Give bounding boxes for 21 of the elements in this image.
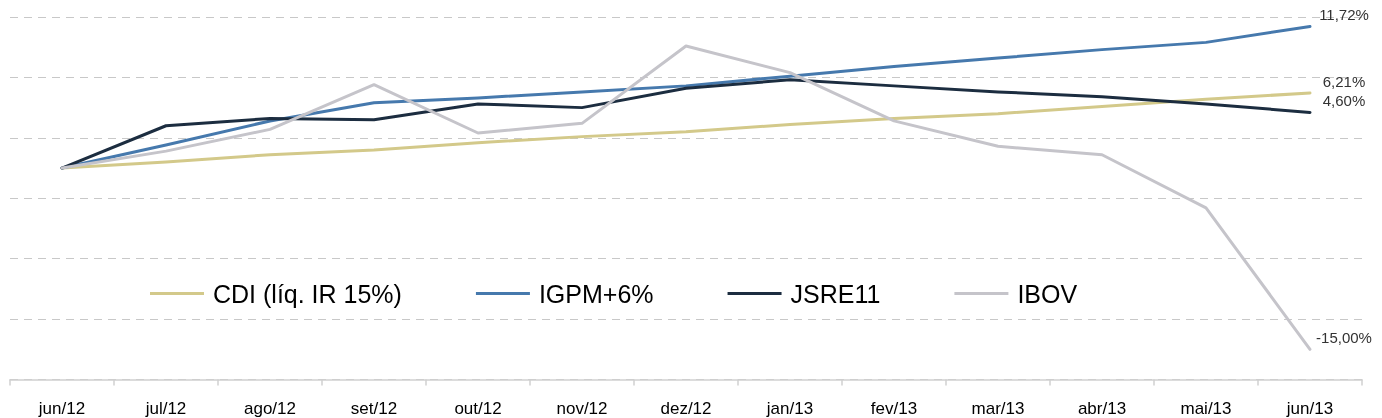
x-tick-label: jun/13	[1285, 398, 1334, 418]
x-tick-label: abr/13	[1077, 398, 1127, 418]
x-tick-label: fev/13	[870, 398, 918, 418]
x-tick-label: mai/13	[1180, 398, 1232, 418]
x-tick-label: out/12	[454, 398, 502, 418]
data-label: -15,00%	[1316, 329, 1372, 347]
legend-label: IBOV	[1017, 279, 1078, 308]
data-label: 6,21%	[1322, 73, 1366, 90]
x-tick-label: jun/12	[37, 398, 86, 418]
legend-label: JSRE11	[790, 279, 881, 308]
x-tick-label: jul/12	[144, 398, 187, 418]
x-tick-label: ago/12	[244, 398, 296, 418]
x-tick-label: jan/13	[765, 398, 814, 418]
data-label: 4,60%	[1322, 92, 1366, 110]
legend-label: IGPM+6%	[538, 279, 654, 308]
legend-label: CDI (líq. IR 15%)	[213, 279, 402, 308]
data-label: 11,72%	[1319, 6, 1369, 24]
x-tick-label: nov/12	[556, 398, 608, 418]
x-tick-label: dez/12	[660, 398, 712, 418]
x-tick-label: set/12	[350, 398, 398, 418]
x-tick-label: mar/13	[971, 398, 1025, 418]
